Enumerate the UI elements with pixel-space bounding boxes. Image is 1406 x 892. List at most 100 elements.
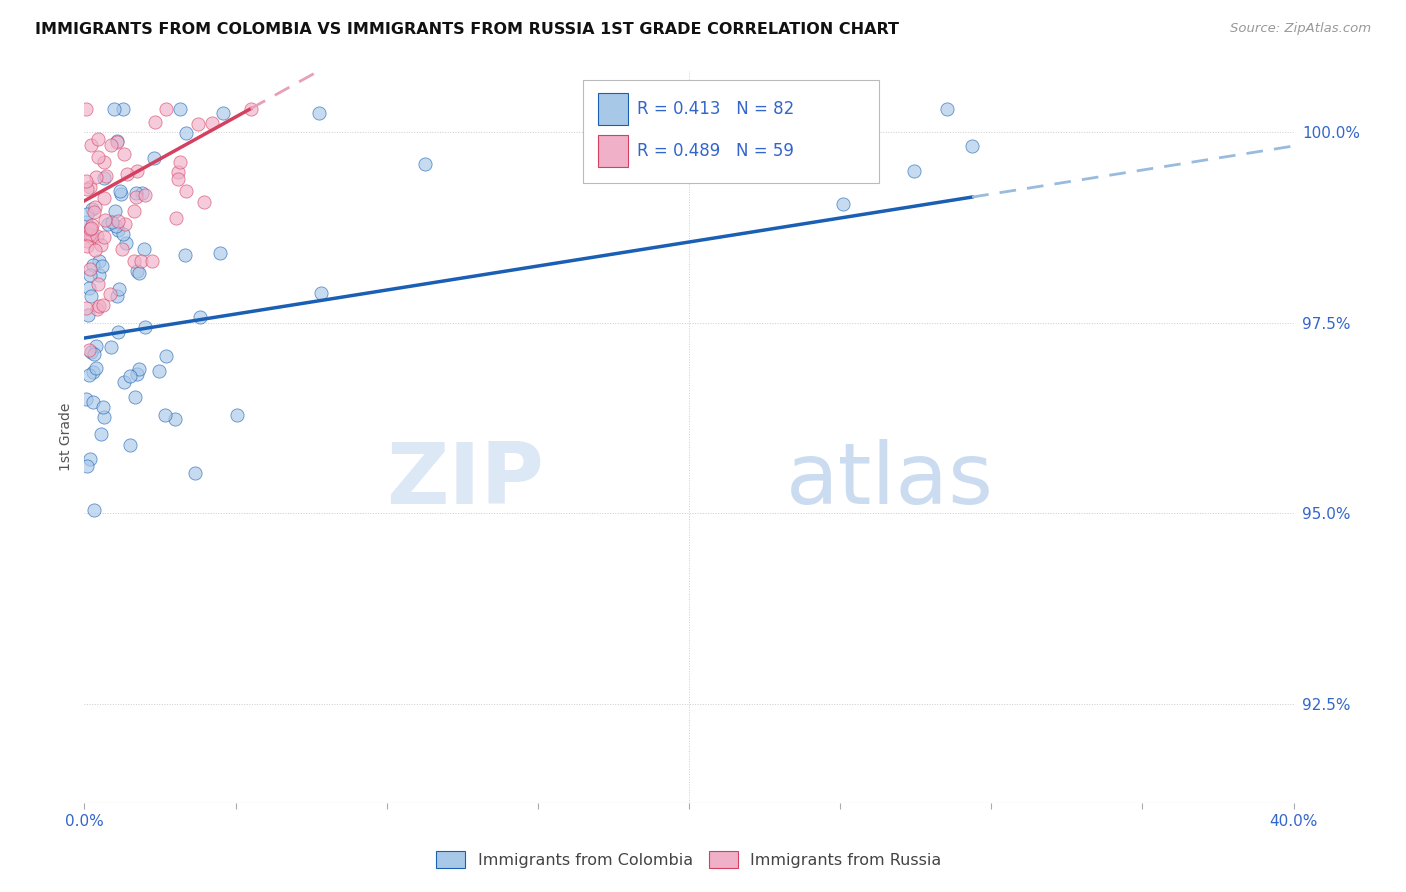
Point [86, 302, 108, 317]
Point [609, 165, 631, 179]
Text: ZIP: ZIP [387, 440, 544, 523]
Point [80, 138, 103, 153]
Point [174, 126, 197, 140]
Point [105, 289, 128, 303]
Point [704, 103, 727, 117]
Point [79, 281, 101, 295]
Point [89, 299, 111, 313]
Point [125, 190, 148, 204]
Point [93, 230, 115, 244]
Point [77, 227, 100, 242]
Point [100, 340, 122, 354]
Point [75, 103, 97, 117]
Point [87, 277, 110, 291]
Point [122, 203, 145, 218]
Point [83, 204, 105, 219]
Point [124, 390, 146, 404]
Point [112, 227, 135, 241]
Point [82, 219, 104, 233]
Point [76, 238, 98, 252]
Text: R = 0.413   N = 82: R = 0.413 N = 82 [637, 100, 794, 118]
Point [93, 170, 115, 185]
Point [832, 197, 855, 211]
Point [174, 184, 197, 198]
Point [308, 106, 330, 120]
Point [112, 375, 135, 389]
Point [84, 243, 107, 257]
Point [97, 217, 120, 231]
Point [77, 308, 100, 322]
Point [86, 228, 108, 243]
Point [79, 268, 101, 282]
Point [90, 426, 112, 441]
Point [823, 159, 845, 173]
Point [107, 222, 129, 236]
Point [134, 319, 156, 334]
Point [131, 254, 153, 268]
Point [111, 242, 134, 256]
Point [86, 339, 108, 353]
Text: IMMIGRANTS FROM COLOMBIA VS IMMIGRANTS FROM RUSSIA 1ST GRADE CORRELATION CHART: IMMIGRANTS FROM COLOMBIA VS IMMIGRANTS F… [35, 22, 900, 37]
Point [80, 344, 103, 359]
Point [91, 298, 114, 312]
Point [79, 452, 101, 467]
Point [84, 360, 107, 375]
Point [87, 150, 110, 164]
Point [148, 364, 170, 378]
Point [82, 365, 104, 379]
Point [122, 253, 145, 268]
Text: R = 0.489   N = 59: R = 0.489 N = 59 [637, 142, 794, 160]
Point [125, 163, 148, 178]
Point [101, 215, 124, 229]
Point [93, 190, 115, 204]
Point [201, 116, 224, 130]
Point [143, 151, 166, 165]
Text: Source: ZipAtlas.com: Source: ZipAtlas.com [1230, 22, 1371, 36]
Point [143, 115, 166, 129]
Point [167, 172, 190, 186]
Point [169, 103, 191, 117]
Point [134, 188, 156, 202]
Point [226, 408, 249, 422]
Point [212, 106, 235, 120]
Point [104, 204, 127, 219]
Point [111, 103, 134, 117]
Point [79, 180, 101, 194]
Point [104, 219, 127, 234]
Point [80, 221, 103, 235]
Point [193, 195, 215, 210]
Point [108, 282, 131, 296]
Point [93, 400, 115, 414]
Point [82, 202, 104, 216]
Text: atlas: atlas [786, 440, 994, 523]
Point [112, 147, 135, 161]
Point [87, 254, 110, 268]
Point [165, 211, 187, 225]
Point [131, 186, 153, 200]
Point [77, 343, 100, 357]
Point [110, 187, 132, 202]
Point [83, 200, 105, 214]
Point [820, 110, 842, 124]
Point [91, 259, 114, 273]
Point [165, 412, 187, 426]
Point [75, 174, 97, 188]
Point [76, 458, 98, 473]
Point [93, 154, 115, 169]
Point [187, 117, 209, 131]
Point [103, 103, 125, 117]
Point [141, 254, 163, 268]
Point [167, 165, 190, 179]
Point [155, 349, 177, 363]
Point [87, 132, 110, 146]
Point [960, 139, 983, 153]
Y-axis label: 1st Grade: 1st Grade [59, 403, 73, 471]
Point [184, 466, 207, 480]
Point [239, 103, 262, 117]
Point [128, 361, 150, 376]
Point [115, 236, 138, 251]
Point [76, 207, 98, 221]
Point [79, 262, 101, 277]
Point [153, 409, 176, 423]
Point [848, 117, 870, 131]
